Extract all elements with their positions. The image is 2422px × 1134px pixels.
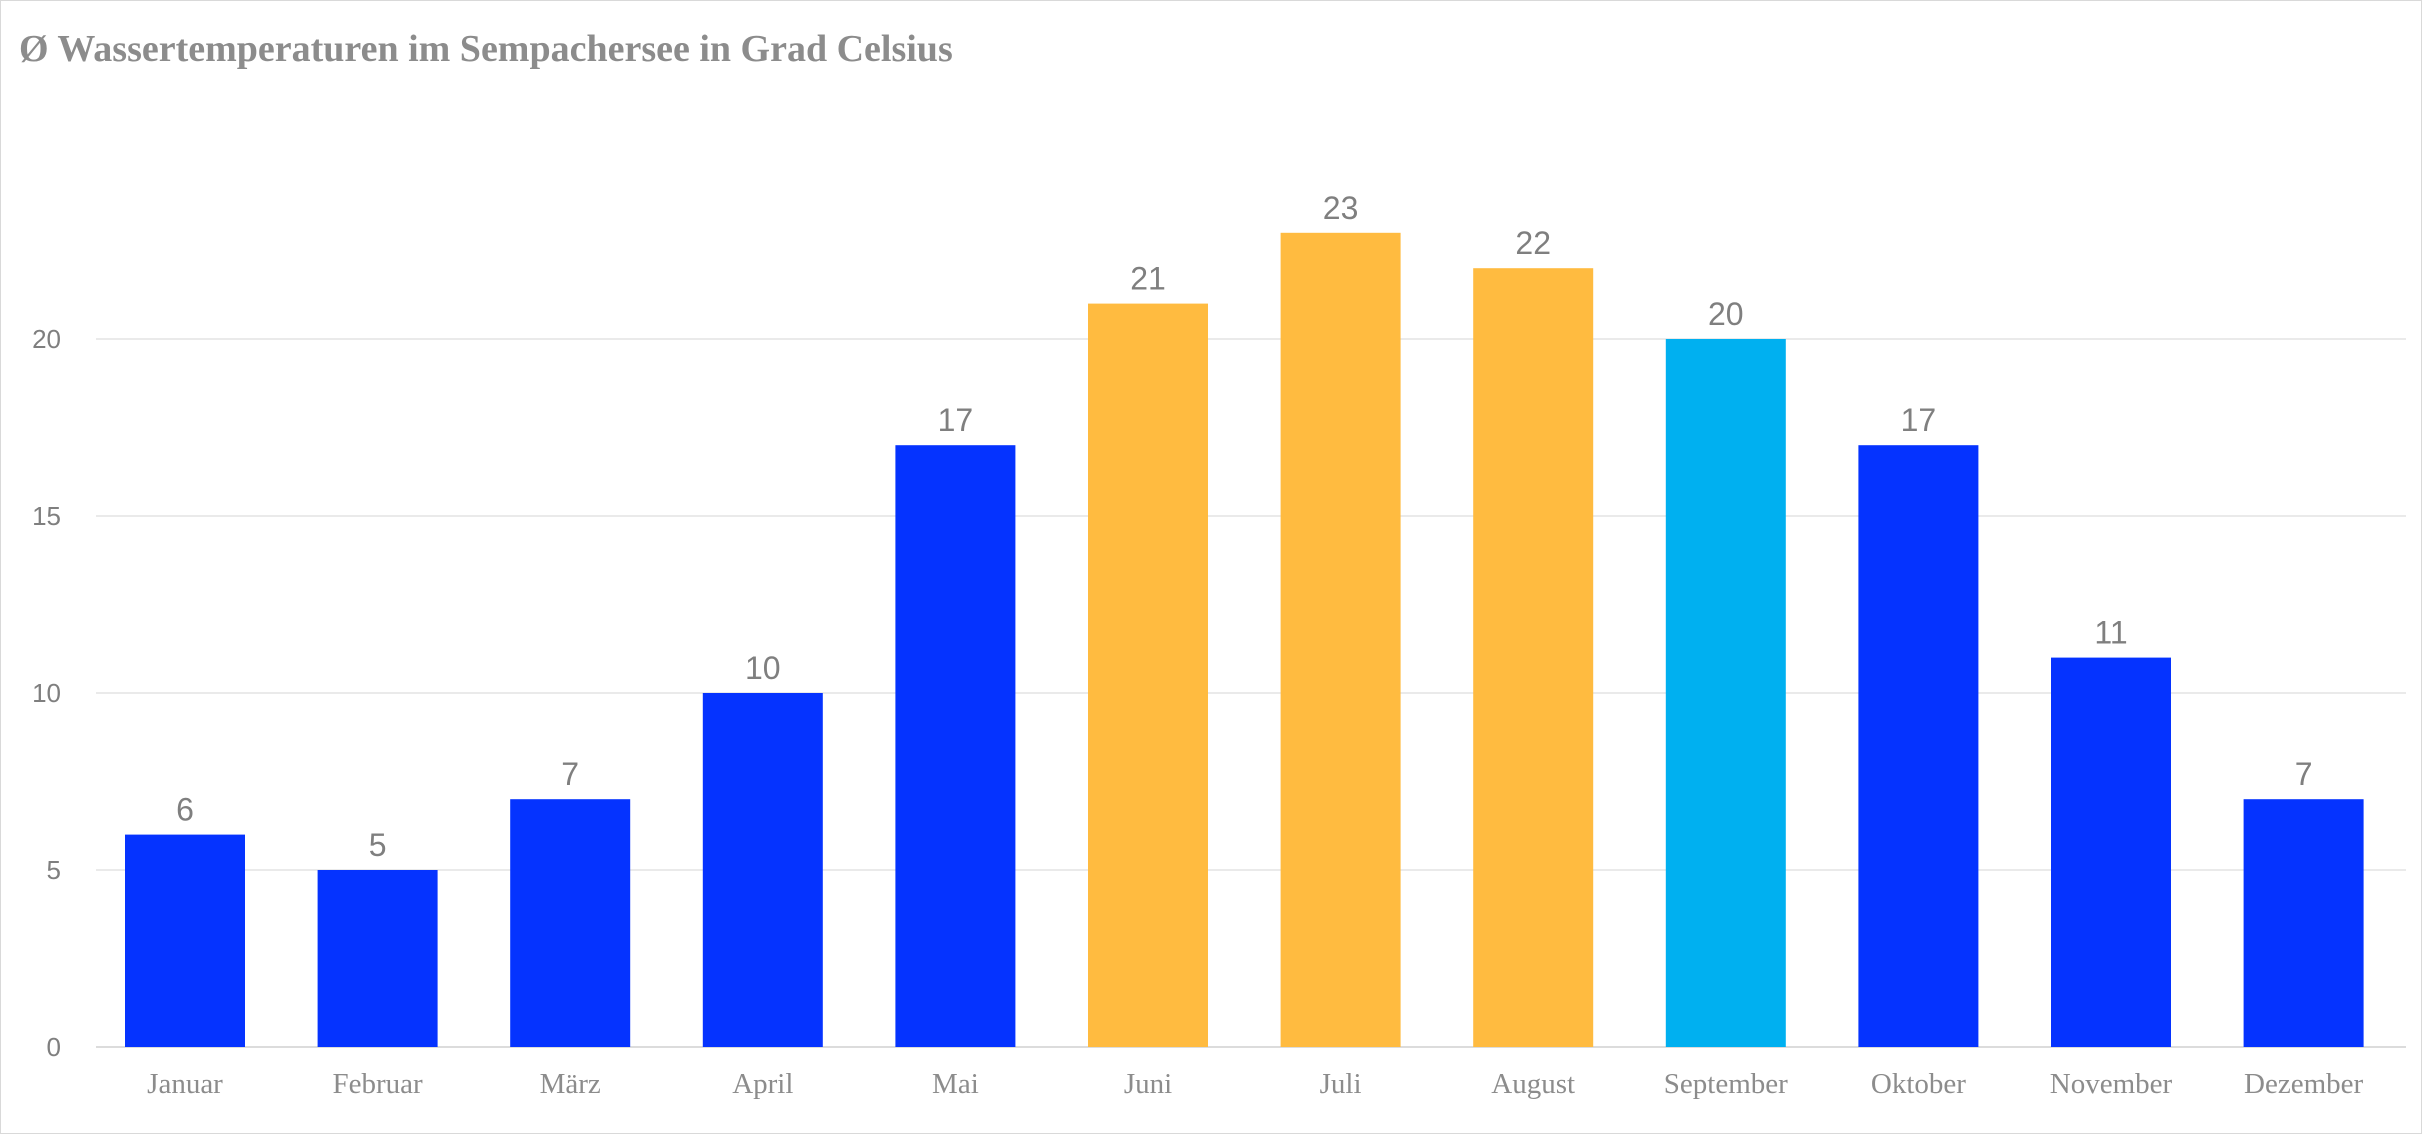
bar — [1473, 268, 1594, 1047]
y-tick-label: 20 — [32, 324, 61, 354]
gridlines — [96, 338, 2406, 1048]
data-label: 23 — [1323, 190, 1359, 226]
x-tick-label: Mai — [932, 1068, 979, 1100]
x-tick-label: November — [2050, 1068, 2173, 1100]
bar — [317, 870, 438, 1047]
x-tick-label: Dezember — [2244, 1068, 2363, 1100]
y-axis: 0 5 10 15 20 — [32, 324, 61, 1062]
bar — [1665, 339, 1786, 1047]
data-label: 5 — [369, 827, 387, 863]
y-tick-label: 0 — [47, 1032, 61, 1062]
x-tick-label: März — [540, 1068, 601, 1100]
x-tick-label: April — [732, 1068, 793, 1100]
data-label: 7 — [561, 756, 579, 792]
bar — [2243, 799, 2364, 1047]
data-label: 17 — [938, 402, 974, 438]
data-label: 20 — [1708, 296, 1744, 332]
bars — [125, 232, 2364, 1048]
data-label: 17 — [1901, 402, 1937, 438]
x-tick-label: Oktober — [1871, 1068, 1966, 1100]
data-label: 7 — [2295, 756, 2313, 792]
data-label: 11 — [2094, 615, 2127, 651]
y-tick-label: 15 — [32, 501, 61, 531]
data-label: 21 — [1130, 261, 1166, 297]
bar — [510, 799, 631, 1047]
x-tick-label: Juli — [1320, 1068, 1362, 1100]
data-label: 22 — [1515, 225, 1551, 261]
y-tick-label: 5 — [47, 855, 61, 885]
x-tick-label: Juni — [1124, 1068, 1172, 1100]
x-tick-label: Februar — [333, 1068, 424, 1100]
x-tick-label: August — [1491, 1068, 1575, 1100]
x-axis: Januar Februar März April Mai Juni Juli August S… — [147, 1068, 2363, 1100]
x-tick-label: September — [1664, 1068, 1788, 1100]
y-tick-label: 10 — [32, 678, 61, 708]
bar — [895, 445, 1016, 1047]
x-tick-label: Januar — [147, 1068, 223, 1100]
bar — [1858, 445, 1979, 1047]
bar — [2051, 657, 2171, 1047]
bar — [1088, 303, 1208, 1048]
bar — [1280, 232, 1401, 1048]
data-label: 10 — [745, 650, 781, 686]
data-labels: 6 5 7 10 17 21 23 22 20 17 11 7 — [176, 190, 2312, 863]
bar — [125, 834, 245, 1047]
chart-title: Ø Wassertemperaturen im Sempachersee in … — [19, 28, 953, 70]
data-label: 6 — [176, 792, 194, 828]
bar — [702, 693, 823, 1047]
